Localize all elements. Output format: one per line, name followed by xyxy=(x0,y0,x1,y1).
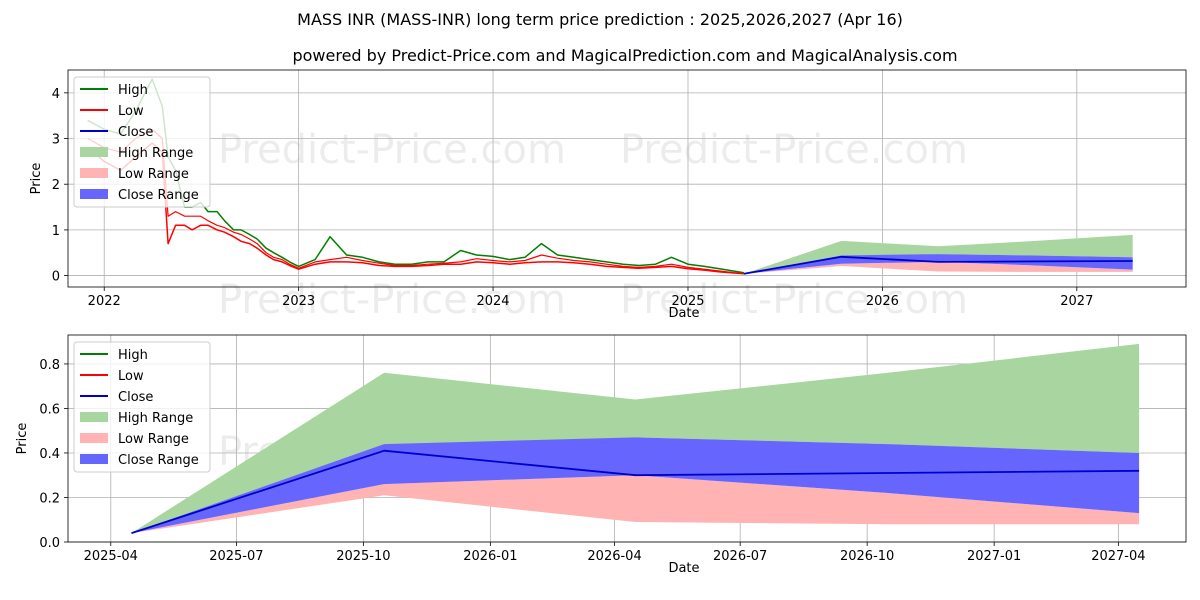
legend-close-label: Close xyxy=(118,390,153,405)
legend-close-label: Close xyxy=(118,125,153,140)
close-range-band xyxy=(743,254,1133,274)
axes-frame xyxy=(67,69,1187,288)
legend-low-range-label: Low Range xyxy=(118,432,189,447)
x-tick-label: 2024 xyxy=(476,294,509,309)
legend-high-range-label: High Range xyxy=(118,411,193,426)
watermark-text: Predict-Price.com xyxy=(218,277,566,323)
legend-low-range-label: Low Range xyxy=(118,167,189,182)
legend-close-range-label: Close Range xyxy=(118,453,199,468)
plot-area xyxy=(87,78,1133,275)
y-tick-label: 0.4 xyxy=(39,447,60,462)
legend-high-label: High xyxy=(118,348,148,363)
x-tick-label: 2022 xyxy=(88,294,121,309)
legend-close-range-swatch xyxy=(80,189,108,199)
watermark-text: Predict-Price.com xyxy=(218,127,566,173)
close-forecast-line xyxy=(131,449,1140,534)
x-axis-label: Date xyxy=(668,306,699,321)
close-history-line xyxy=(87,128,744,275)
legend-high-label: High xyxy=(118,83,148,98)
x-tick-label: 2026-10 xyxy=(840,549,894,564)
x-tick-label: 2025-10 xyxy=(336,549,390,564)
y-tick-label: 0.8 xyxy=(39,358,60,373)
legend-low-label: Low xyxy=(118,104,144,119)
x-tick-label: 2025 xyxy=(671,294,704,309)
legend-low-range-swatch xyxy=(80,433,108,443)
y-axis-label: Price xyxy=(15,423,30,455)
legend-low-label: Low xyxy=(118,369,144,384)
legend: High Low Close High Range Low Range Close Ran… xyxy=(73,76,211,208)
bottom-chart-panel: Predict-Price.comPredict-Price.com2025-0… xyxy=(15,334,1187,576)
x-tick-label: 2026-01 xyxy=(463,549,517,564)
x-tick-label: 2025-07 xyxy=(209,549,263,564)
x-tick-label: 2025-04 xyxy=(84,549,138,564)
plot-area xyxy=(131,343,1140,534)
y-tick-label: 0.6 xyxy=(39,402,60,417)
legend: High Low Close High Range Low Range Close Ran… xyxy=(73,341,211,473)
high-range-band xyxy=(743,234,1133,274)
watermark-text: Predict-Price.com xyxy=(620,277,968,323)
y-tick-label: 0 xyxy=(52,270,60,285)
legend-low-range-swatch xyxy=(80,168,108,178)
y-tick-label: 0.0 xyxy=(39,536,60,551)
x-tick-label: 2026 xyxy=(866,294,899,309)
low-range-band xyxy=(131,475,1140,534)
y-tick-label: 0.2 xyxy=(39,491,60,506)
x-tick-label: 2027-04 xyxy=(1091,549,1145,564)
y-tick-label: 3 xyxy=(52,133,60,148)
legend-close-range-swatch xyxy=(80,454,108,464)
x-tick-label: 2023 xyxy=(282,294,315,309)
x-tick-label: 2026-07 xyxy=(713,549,767,564)
legend-close-range-label: Close Range xyxy=(118,188,199,203)
top-chart-panel: Predict-Price.com Predict-Price.com Predic… xyxy=(29,69,1187,323)
legend-high-range-swatch xyxy=(80,412,108,422)
x-axis-label: Date xyxy=(668,561,699,576)
low-range-band xyxy=(743,261,1133,274)
y-axis-label: Price xyxy=(29,163,44,195)
high-range-band xyxy=(131,343,1140,534)
y-tick-label: 2 xyxy=(52,178,60,193)
close-forecast-line xyxy=(743,255,1133,275)
chart-title: MASS INR (MASS-INR) long term price pred… xyxy=(297,10,903,29)
legend-high-range-label: High Range xyxy=(118,146,193,161)
y-tick-label: 1 xyxy=(52,224,60,239)
axes-frame xyxy=(67,334,1187,543)
y-tick-label: 4 xyxy=(52,87,60,102)
close-range-band xyxy=(131,437,1140,534)
x-tick-label: 2026-04 xyxy=(587,549,641,564)
chart-subtitle: powered by Predict-Price.com and Magical… xyxy=(292,46,957,65)
legend-high-range-swatch xyxy=(80,147,108,157)
x-tick-label: 2027 xyxy=(1060,294,1093,309)
x-tick-label: 2027-01 xyxy=(967,549,1021,564)
low-series-line xyxy=(87,142,744,275)
watermark-text: Predict-Price.com xyxy=(620,127,968,173)
